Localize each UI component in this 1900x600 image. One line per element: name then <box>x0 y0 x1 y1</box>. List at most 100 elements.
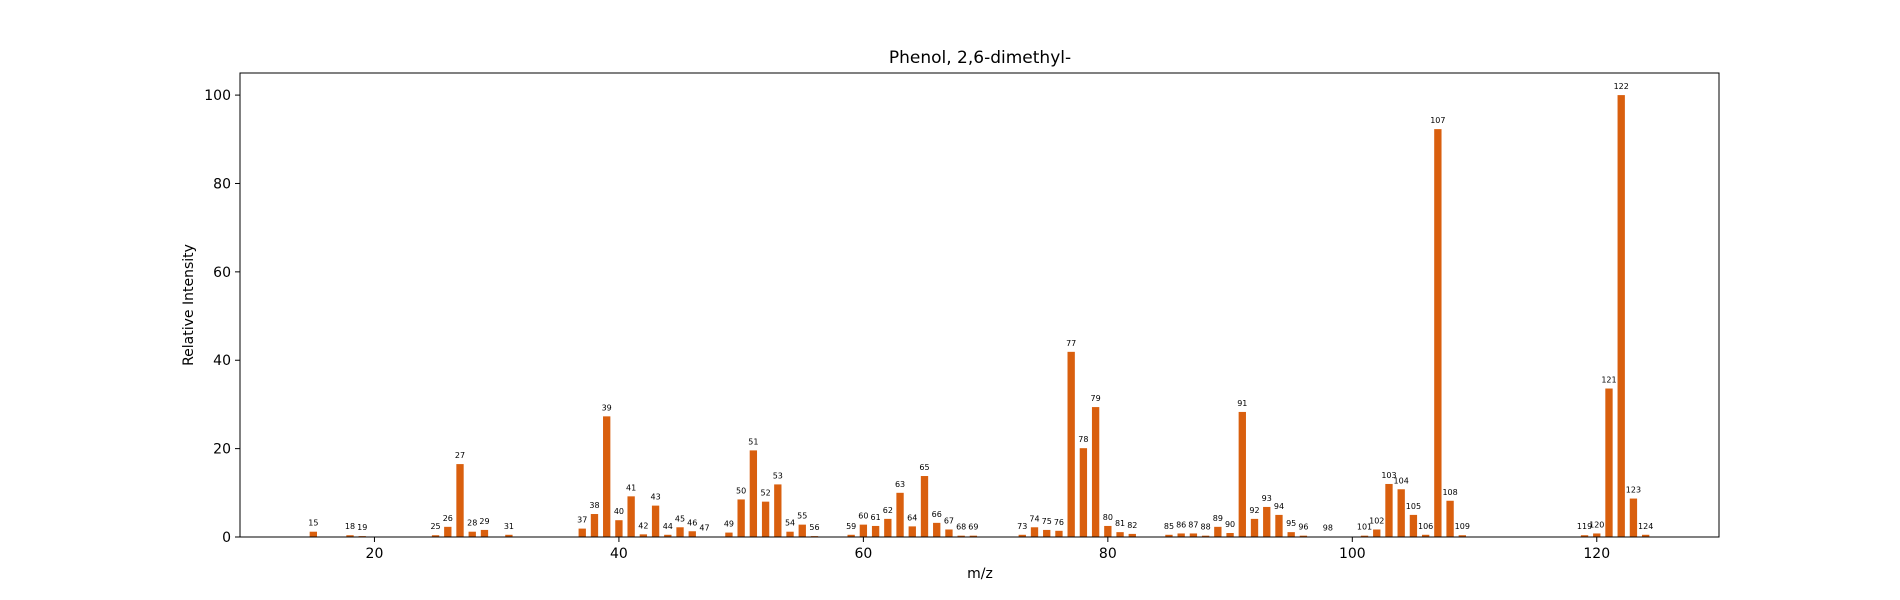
bar-label-mz-94: 94 <box>1274 502 1284 511</box>
bar-label-mz-64: 64 <box>907 513 917 522</box>
bar-label-mz-54: 54 <box>785 519 795 528</box>
bar-mz-63 <box>896 492 904 537</box>
bar-mz-67 <box>945 529 953 537</box>
bar-mz-49 <box>725 532 733 537</box>
bar-label-mz-123: 123 <box>1626 486 1641 495</box>
bar-mz-87 <box>1189 533 1198 537</box>
bar-mz-75 <box>1043 529 1051 537</box>
bar-mz-54 <box>786 531 794 537</box>
bar-mz-41 <box>627 496 635 537</box>
bar-mz-18 <box>346 535 354 537</box>
bar-mz-42 <box>639 534 648 537</box>
bar-label-mz-104: 104 <box>1394 476 1409 485</box>
bar-mz-96 <box>1299 535 1308 537</box>
bar-mz-66 <box>933 522 941 537</box>
bars-group <box>309 95 1650 537</box>
bar-mz-74 <box>1030 527 1039 537</box>
bar-label-mz-98: 98 <box>1323 524 1333 533</box>
bar-label-mz-74: 74 <box>1029 514 1039 523</box>
x-tick-label: 40 <box>610 546 628 562</box>
bar-mz-120 <box>1593 533 1601 537</box>
bar-mz-27 <box>456 464 464 537</box>
bar-label-mz-69: 69 <box>968 523 978 532</box>
bar-mz-55 <box>798 524 806 537</box>
bar-mz-101 <box>1360 535 1369 537</box>
bar-label-mz-106: 106 <box>1418 522 1433 531</box>
bar-mz-68 <box>957 535 965 537</box>
bar-mz-61 <box>871 525 880 537</box>
bar-label-mz-77: 77 <box>1066 339 1076 348</box>
bar-label-mz-44: 44 <box>663 522 673 531</box>
bar-mz-80 <box>1104 525 1112 537</box>
bar-label-mz-61: 61 <box>871 513 881 522</box>
bar-mz-76 <box>1055 530 1063 537</box>
bar-label-mz-29: 29 <box>479 517 489 526</box>
bar-label-mz-81: 81 <box>1115 519 1125 528</box>
bar-label-mz-51: 51 <box>748 437 758 446</box>
bar-label-mz-38: 38 <box>589 501 599 510</box>
bar-mz-81 <box>1116 532 1124 537</box>
bar-mz-79 <box>1091 407 1100 537</box>
bar-mz-90 <box>1226 533 1234 537</box>
plot-frame <box>239 72 1720 538</box>
bar-mz-91 <box>1238 411 1246 537</box>
bar-mz-102 <box>1373 529 1381 537</box>
bar-label-mz-96: 96 <box>1298 523 1308 532</box>
x-tick-label: 120 <box>1583 546 1610 562</box>
x-axis-label: m/z <box>967 566 993 582</box>
bar-mz-44 <box>664 534 672 537</box>
bar-label-mz-102: 102 <box>1369 516 1384 525</box>
bar-label-mz-59: 59 <box>846 522 856 531</box>
bar-label-mz-53: 53 <box>773 471 783 480</box>
bar-mz-26 <box>444 526 452 537</box>
bar-mz-123 <box>1629 498 1638 537</box>
bar-mz-121 <box>1605 388 1613 537</box>
bar-label-mz-67: 67 <box>944 516 954 525</box>
bar-mz-64 <box>908 526 916 537</box>
bar-mz-86 <box>1177 533 1185 537</box>
y-axis: 0 20 40 60 80 100 <box>204 88 240 546</box>
bar-label-mz-89: 89 <box>1213 514 1223 523</box>
x-tick-label: 60 <box>854 546 872 562</box>
bar-label-mz-43: 43 <box>650 493 660 502</box>
y-tick-label: 100 <box>204 88 231 104</box>
bar-label-mz-103: 103 <box>1381 471 1396 480</box>
bar-mz-25 <box>431 535 440 537</box>
bar-label-mz-73: 73 <box>1017 522 1027 531</box>
x-tick-label: 20 <box>366 546 384 562</box>
bar-label-mz-18: 18 <box>345 522 355 531</box>
y-tick-label: 20 <box>213 442 231 458</box>
bar-label-mz-39: 39 <box>602 403 612 412</box>
bar-mz-43 <box>651 505 660 537</box>
bar-label-mz-101: 101 <box>1357 523 1372 532</box>
bar-mz-28 <box>468 531 476 537</box>
bar-label-mz-82: 82 <box>1127 521 1137 530</box>
bar-mz-89 <box>1214 526 1222 537</box>
x-tick-label: 80 <box>1099 546 1117 562</box>
bar-label-mz-105: 105 <box>1406 502 1421 511</box>
bar-label-mz-27: 27 <box>455 451 465 460</box>
bar-label-mz-37: 37 <box>577 516 587 525</box>
y-tick-label: 40 <box>213 353 231 369</box>
bar-mz-53 <box>774 484 782 537</box>
bar-label-mz-87: 87 <box>1188 520 1198 529</box>
bar-mz-62 <box>884 518 892 537</box>
bar-mz-77 <box>1067 351 1075 537</box>
bar-label-mz-45: 45 <box>675 514 685 523</box>
bar-label-mz-52: 52 <box>761 489 771 498</box>
bar-mz-45 <box>676 527 684 537</box>
bar-mz-46 <box>688 531 696 537</box>
bar-mz-73 <box>1018 534 1026 537</box>
bar-mz-65 <box>920 476 929 537</box>
bar-label-mz-63: 63 <box>895 480 905 489</box>
y-axis-label: Relative Intensity <box>181 244 197 366</box>
bar-label-mz-86: 86 <box>1176 520 1186 529</box>
bar-mz-60 <box>859 524 868 537</box>
bar-label-mz-46: 46 <box>687 518 697 527</box>
bar-mz-94 <box>1275 514 1283 537</box>
bar-mz-51 <box>749 450 758 537</box>
bar-mz-40 <box>615 520 623 537</box>
bar-label-mz-65: 65 <box>919 463 929 472</box>
bar-label-mz-68: 68 <box>956 523 966 532</box>
y-tick-label: 80 <box>213 176 231 192</box>
